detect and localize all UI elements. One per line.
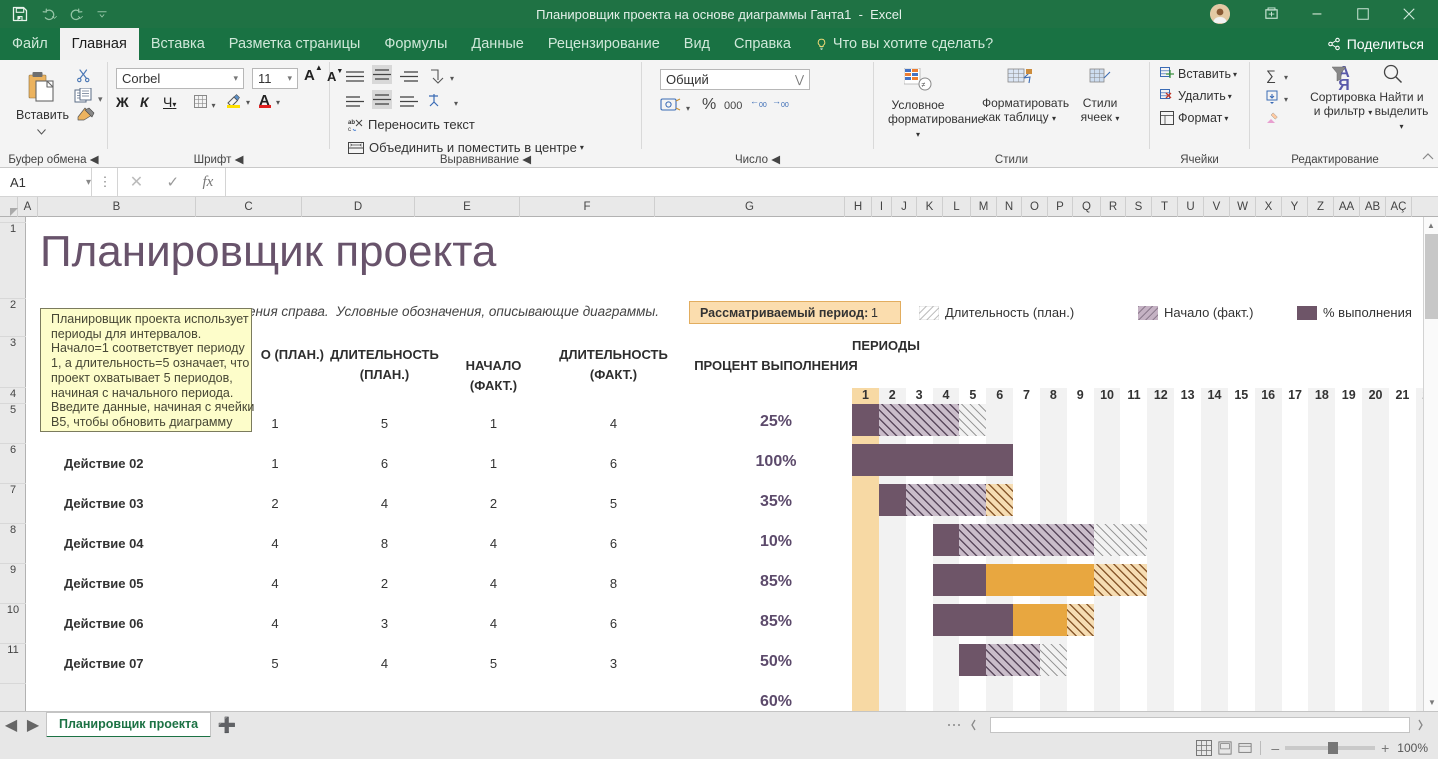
svg-text:ab: ab [348, 120, 355, 126]
svg-text:∑: ∑ [1266, 68, 1276, 83]
svg-text:c: c [348, 127, 351, 132]
svg-text:≠: ≠ [922, 82, 926, 89]
